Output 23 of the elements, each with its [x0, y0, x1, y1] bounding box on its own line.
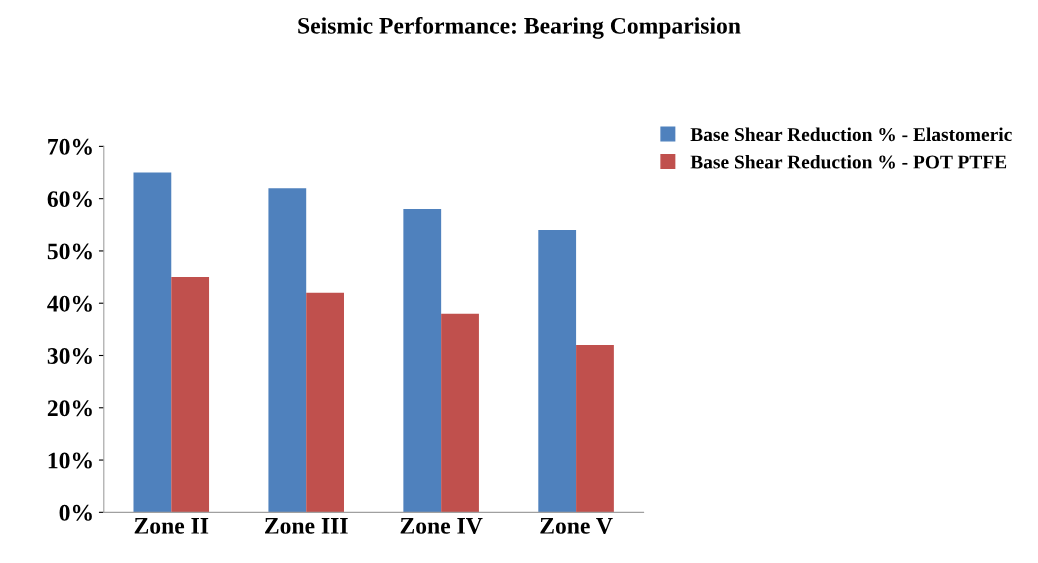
x-tick-label: Zone V	[540, 518, 613, 534]
y-tick-label: 20%	[47, 400, 92, 417]
bar	[403, 209, 442, 513]
y-tick-label: 10%	[48, 452, 92, 469]
bar	[306, 292, 344, 513]
y-tick-label: 0%	[59, 504, 92, 521]
bar	[171, 277, 210, 513]
bar	[576, 345, 614, 513]
y-tick-label: 60%	[47, 191, 92, 208]
bar	[133, 172, 172, 513]
x-tick-label: Zone IV	[400, 518, 483, 534]
y-tick-label: 70%	[48, 138, 92, 155]
bar	[538, 230, 577, 513]
y-tick-label: 50%	[47, 243, 92, 260]
x-tick-label: Zone II	[134, 518, 209, 534]
legend-label: Base Shear Reduction % - Elastomeric	[690, 127, 1012, 142]
bar	[268, 188, 307, 513]
y-tick-label: 30%	[47, 347, 92, 364]
bar	[441, 313, 479, 513]
legend-label: Base Shear Reduction % - POT PTFE	[690, 154, 1007, 169]
chart-title: Seismic Performance: Bearing Comparision	[298, 16, 741, 39]
x-tick-label: Zone III	[265, 518, 348, 534]
y-tick-label: 40%	[47, 295, 92, 312]
